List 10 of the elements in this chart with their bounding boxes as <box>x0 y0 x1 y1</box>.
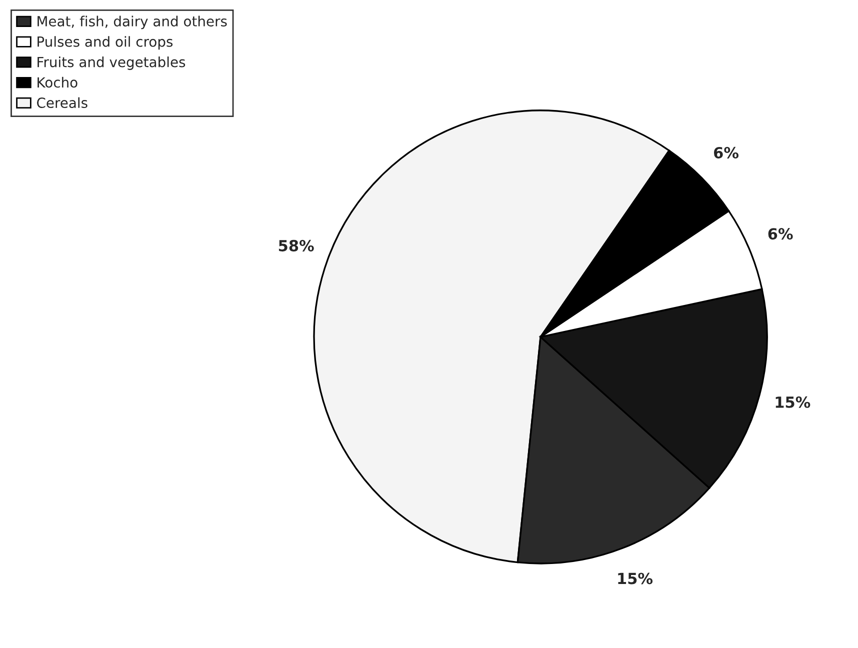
data-label: 15% <box>618 572 653 584</box>
legend-label: Fruits and vegetables <box>38 56 186 70</box>
legend-label: Cereals <box>37 97 88 108</box>
data-label: 6% <box>768 228 793 240</box>
data-label: 58% <box>278 240 314 252</box>
legend-label: Pulses and oil crops <box>38 36 173 50</box>
legend-label: Kocho <box>38 76 78 88</box>
legend-label: Meat, fish, dairy and others <box>38 16 227 30</box>
data-label: 15% <box>776 396 810 408</box>
data-label: 6% <box>714 146 738 158</box>
